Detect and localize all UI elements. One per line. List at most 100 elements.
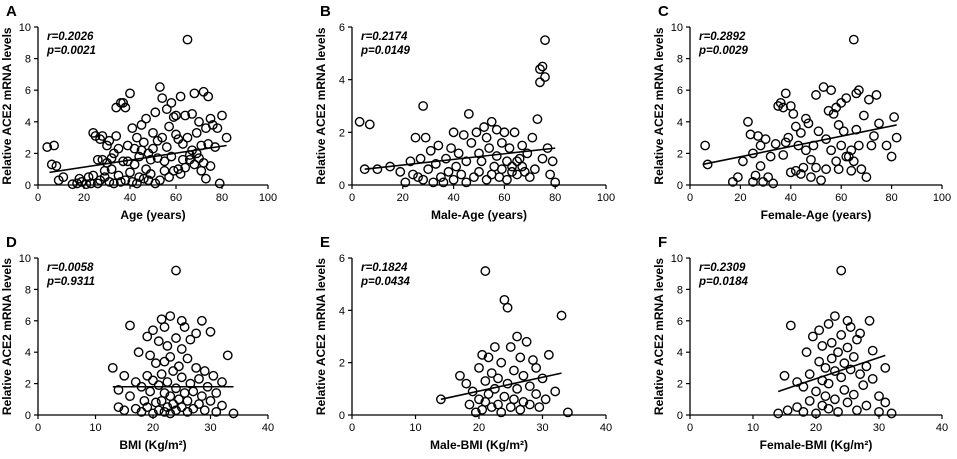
data-point [51, 161, 62, 171]
data-point [176, 372, 187, 383]
data-point [833, 347, 843, 358]
data-point [846, 165, 857, 176]
data-point [171, 129, 181, 140]
data-point [806, 154, 816, 165]
regression-line [702, 124, 897, 166]
data-point [141, 164, 152, 175]
data-point [830, 394, 840, 405]
data-point [111, 131, 122, 141]
data-point [182, 353, 193, 364]
x-axis-title: Male-Age (years) [431, 208, 527, 222]
data-point [125, 167, 135, 178]
data-point [182, 132, 193, 143]
data-point [518, 397, 529, 407]
y-tick-label: 2 [677, 148, 683, 160]
panel-letter: A [6, 3, 17, 20]
panel-letter: F [658, 234, 667, 251]
correlation-p-label: p=0.0149 [360, 45, 411, 57]
data-point [211, 406, 222, 417]
x-tick-label: 80 [216, 192, 228, 204]
x-tick-label: 20 [810, 422, 822, 434]
data-point [104, 135, 115, 146]
y-tick-label: 2 [25, 148, 31, 160]
data-point [212, 123, 223, 134]
data-point [165, 352, 176, 362]
data-point [499, 127, 510, 138]
data-point [783, 132, 794, 143]
data-point [768, 178, 779, 189]
x-tick-label: 100 [933, 192, 951, 204]
data-point [880, 397, 891, 408]
data-point [159, 388, 170, 398]
y-tick-label: 0 [25, 410, 31, 422]
data-point [125, 88, 135, 99]
data-point [550, 386, 561, 397]
data-point [491, 151, 502, 161]
data-point [134, 172, 145, 183]
data-point [127, 176, 138, 187]
data-point [171, 333, 181, 343]
data-point [512, 383, 522, 394]
data-point [469, 172, 479, 183]
data-point [493, 373, 503, 384]
data-point [811, 162, 821, 173]
x-tick-label: 20 [397, 192, 409, 204]
x-tick-label: 40 [600, 422, 612, 434]
data-point [755, 140, 766, 151]
x-tick-label: 40 [936, 422, 948, 434]
y-tick-label: 10 [19, 253, 31, 265]
data-point [496, 137, 507, 148]
x-tick-label: 40 [124, 192, 136, 204]
data-point [798, 162, 809, 173]
data-point [881, 140, 892, 151]
data-point [205, 113, 216, 124]
data-point [760, 134, 771, 145]
data-point [535, 64, 545, 75]
y-tick-label: 4 [339, 305, 345, 317]
data-point [504, 143, 515, 154]
regression-line [364, 147, 556, 170]
data-point [120, 175, 131, 186]
data-point [773, 408, 784, 419]
data-point [788, 109, 799, 119]
data-point [125, 391, 135, 402]
data-point [118, 97, 129, 108]
x-tick-label: 0 [687, 422, 693, 434]
data-point [142, 370, 153, 381]
y-tick-label: 2 [677, 379, 683, 391]
data-point [515, 352, 526, 363]
x-tick-label: 60 [835, 192, 847, 204]
data-point [743, 116, 753, 127]
data-point [778, 150, 789, 160]
data-point [228, 408, 239, 419]
data-point [49, 140, 59, 151]
data-point [217, 377, 227, 387]
data-point [820, 391, 831, 402]
panel-letter: B [320, 3, 331, 20]
panel-letter: D [6, 234, 17, 251]
correlation-r-label: r=0.2174 [361, 31, 408, 43]
data-point [458, 130, 469, 140]
data-point [839, 384, 850, 395]
y-tick-label: 2 [25, 379, 31, 391]
data-point [120, 102, 131, 113]
regression-line [777, 354, 886, 393]
data-point [838, 126, 849, 137]
data-point [858, 110, 869, 121]
data-point [175, 169, 186, 179]
data-point [217, 110, 227, 121]
data-point [148, 408, 158, 419]
data-point [855, 328, 865, 339]
data-point [157, 132, 168, 143]
data-point [801, 113, 811, 124]
data-point [811, 90, 821, 100]
data-point [833, 120, 844, 130]
data-point [811, 408, 821, 419]
data-point [418, 101, 429, 111]
data-point [430, 159, 441, 169]
data-point [537, 153, 548, 164]
data-point [354, 116, 365, 127]
correlation-p-label: p=0.0184 [698, 276, 749, 288]
data-point [848, 352, 859, 362]
